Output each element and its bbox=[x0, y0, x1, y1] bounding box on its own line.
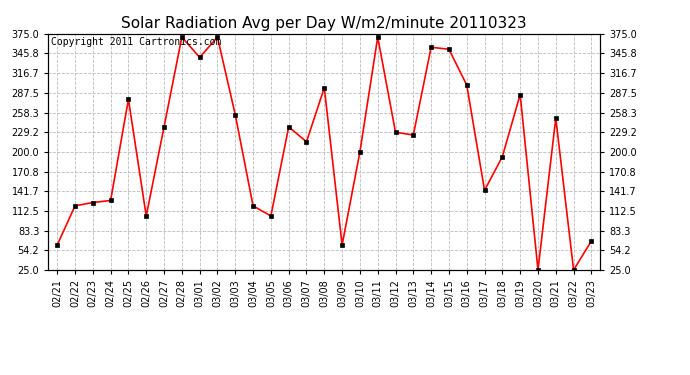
Text: Copyright 2011 Cartronics.com: Copyright 2011 Cartronics.com bbox=[51, 37, 221, 47]
Title: Solar Radiation Avg per Day W/m2/minute 20110323: Solar Radiation Avg per Day W/m2/minute … bbox=[121, 16, 527, 31]
